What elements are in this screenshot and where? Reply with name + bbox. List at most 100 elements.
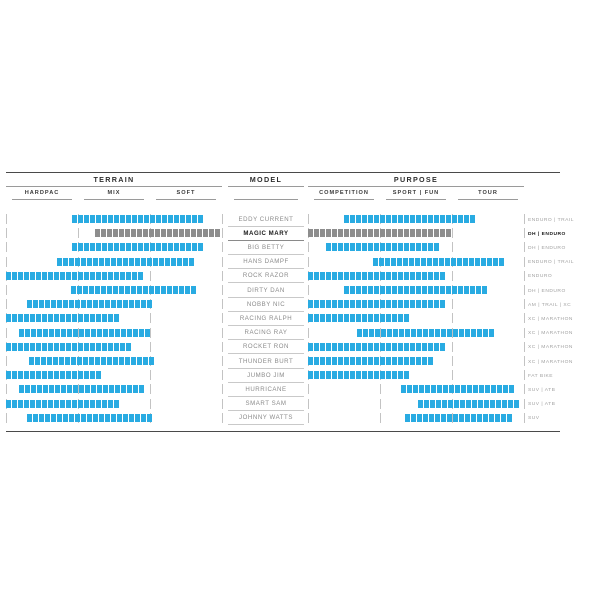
bar-segment bbox=[29, 357, 35, 365]
table-row[interactable]: HANS DAMPF ENDURO | TRAIL bbox=[0, 255, 600, 270]
column-divider-tick bbox=[524, 270, 525, 281]
bar-segment bbox=[42, 342, 47, 351]
bar-segment bbox=[308, 371, 313, 380]
bar-segment bbox=[308, 271, 313, 280]
bar-segment bbox=[18, 314, 23, 323]
model-name-label[interactable]: ROCKET RON bbox=[228, 341, 304, 355]
table-row[interactable]: THUNDER BURT XC | MARATHON bbox=[0, 355, 600, 369]
bar-segment bbox=[440, 229, 445, 238]
table-row[interactable]: RACING RALPH XC | MARATHON bbox=[0, 312, 600, 326]
bar-segment bbox=[428, 300, 433, 309]
table-row[interactable]: RACING RAY XC | MARATHON bbox=[0, 326, 600, 341]
bar-segment bbox=[24, 314, 29, 323]
bar-segment bbox=[6, 342, 11, 351]
bar-segment bbox=[484, 385, 490, 394]
model-name-label[interactable]: THUNDER BURT bbox=[228, 356, 304, 369]
model-name-label[interactable]: SMART SAM bbox=[228, 398, 304, 412]
bar-segment bbox=[410, 342, 415, 351]
bar-segment bbox=[308, 300, 313, 309]
bar-segment bbox=[42, 328, 48, 337]
bar-segment bbox=[398, 371, 403, 380]
model-name-label[interactable]: RACING RAY bbox=[228, 327, 304, 341]
table-row[interactable]: MAGIC MARY DH | ENDURO bbox=[0, 227, 600, 241]
bar-segment bbox=[136, 286, 142, 294]
bar-segment bbox=[392, 229, 397, 238]
table-row[interactable]: DIRTY DAN DH | ENDURO bbox=[0, 284, 600, 298]
table-row[interactable]: ROCKET RON XC | MARATHON bbox=[0, 340, 600, 355]
bar-segment bbox=[18, 371, 23, 380]
column-header-soft[interactable]: SOFT bbox=[176, 190, 196, 196]
bar-segment bbox=[6, 271, 11, 280]
bar-segment bbox=[469, 286, 475, 294]
bar-segment bbox=[368, 300, 373, 309]
bar-segment bbox=[472, 385, 478, 394]
bar-segment bbox=[433, 215, 439, 223]
bar-segment bbox=[380, 300, 385, 309]
model-name-label[interactable]: MAGIC MARY bbox=[228, 228, 304, 241]
bar-segment bbox=[112, 229, 118, 238]
column-divider-tick bbox=[452, 313, 453, 324]
bar-segment bbox=[94, 286, 100, 294]
bar-segment bbox=[179, 243, 185, 252]
purpose-category-label: SUV | ATB bbox=[528, 402, 556, 408]
column-divider-tick bbox=[452, 356, 453, 366]
bar-segment bbox=[166, 229, 172, 238]
table-row[interactable]: HURRICANE SUV | ATB bbox=[0, 383, 600, 397]
bar-segment bbox=[68, 413, 74, 422]
bar-segment bbox=[446, 229, 451, 238]
model-name-label[interactable]: HURRICANE bbox=[228, 384, 304, 397]
table-row[interactable]: JUMBO JIM FAT BIKE bbox=[0, 369, 600, 383]
bar-segment bbox=[403, 215, 409, 223]
bar-segment bbox=[422, 243, 428, 252]
bar-segment bbox=[458, 328, 464, 337]
column-divider-tick bbox=[380, 412, 381, 423]
model-name-label[interactable]: JUMBO JIM bbox=[228, 370, 304, 383]
column-header-competition[interactable]: COMPETITION bbox=[319, 190, 369, 196]
column-divider-tick bbox=[150, 270, 151, 281]
column-header-sport-fun[interactable]: SPORT | FUN bbox=[392, 190, 440, 196]
bar-segment bbox=[404, 357, 409, 365]
bar-segment bbox=[178, 286, 184, 294]
table-row[interactable]: SMART SAM SUV | ATB bbox=[0, 397, 600, 412]
model-name-label[interactable]: DIRTY DAN bbox=[228, 285, 304, 298]
bar-segment bbox=[138, 271, 143, 280]
bar-segment bbox=[392, 328, 398, 337]
column-header-hardpac[interactable]: HARDPAC bbox=[24, 190, 60, 196]
column-header-tour[interactable]: TOUR bbox=[478, 190, 498, 196]
bar-segment bbox=[374, 229, 379, 238]
bar-segment bbox=[368, 342, 373, 351]
bar-segment bbox=[361, 286, 367, 294]
bar-segment bbox=[18, 385, 24, 394]
column-divider-tick bbox=[222, 370, 223, 381]
bar-segment bbox=[320, 314, 325, 323]
table-row[interactable]: JOHNNY WATTS SUV bbox=[0, 411, 600, 426]
column-divider-tick bbox=[452, 412, 453, 423]
bar-segment bbox=[362, 229, 367, 238]
bar-segment bbox=[385, 286, 391, 294]
model-name-label[interactable]: HANS DAMPF bbox=[228, 256, 304, 270]
bar-segment bbox=[78, 328, 84, 337]
table-row[interactable]: EDDY CURRENT ENDURO | TRAIL bbox=[0, 213, 600, 227]
bar-segment bbox=[122, 257, 128, 266]
model-name-label[interactable]: NOBBY NIC bbox=[228, 299, 304, 312]
bar-segment bbox=[36, 385, 42, 394]
model-name-label[interactable]: BIG BETTY bbox=[228, 242, 304, 255]
bar-segment bbox=[368, 357, 373, 365]
bar-segment bbox=[47, 357, 53, 365]
column-divider-tick bbox=[524, 370, 525, 381]
column-divider-tick bbox=[222, 285, 223, 295]
bar-segment bbox=[356, 357, 361, 365]
column-header-mix[interactable]: MIX bbox=[107, 190, 121, 196]
table-row[interactable]: BIG BETTY DH | ENDURO bbox=[0, 241, 600, 255]
model-name-label[interactable]: ROCK RAZOR bbox=[228, 270, 304, 284]
table-row[interactable]: ROCK RAZOR ENDURO bbox=[0, 269, 600, 284]
model-name-label[interactable]: JOHNNY WATTS bbox=[228, 412, 304, 426]
table-row[interactable]: NOBBY NIC AM | TRAIL | XC bbox=[0, 298, 600, 312]
bar-segment bbox=[114, 342, 119, 351]
model-name-label[interactable]: EDDY CURRENT bbox=[228, 214, 304, 227]
column-divider-tick bbox=[78, 384, 79, 395]
column-divider-tick bbox=[380, 398, 381, 409]
model-name-label[interactable]: RACING RALPH bbox=[228, 313, 304, 326]
purpose-category-label: XC | MARATHON bbox=[528, 316, 573, 322]
column-divider-tick bbox=[6, 327, 7, 338]
